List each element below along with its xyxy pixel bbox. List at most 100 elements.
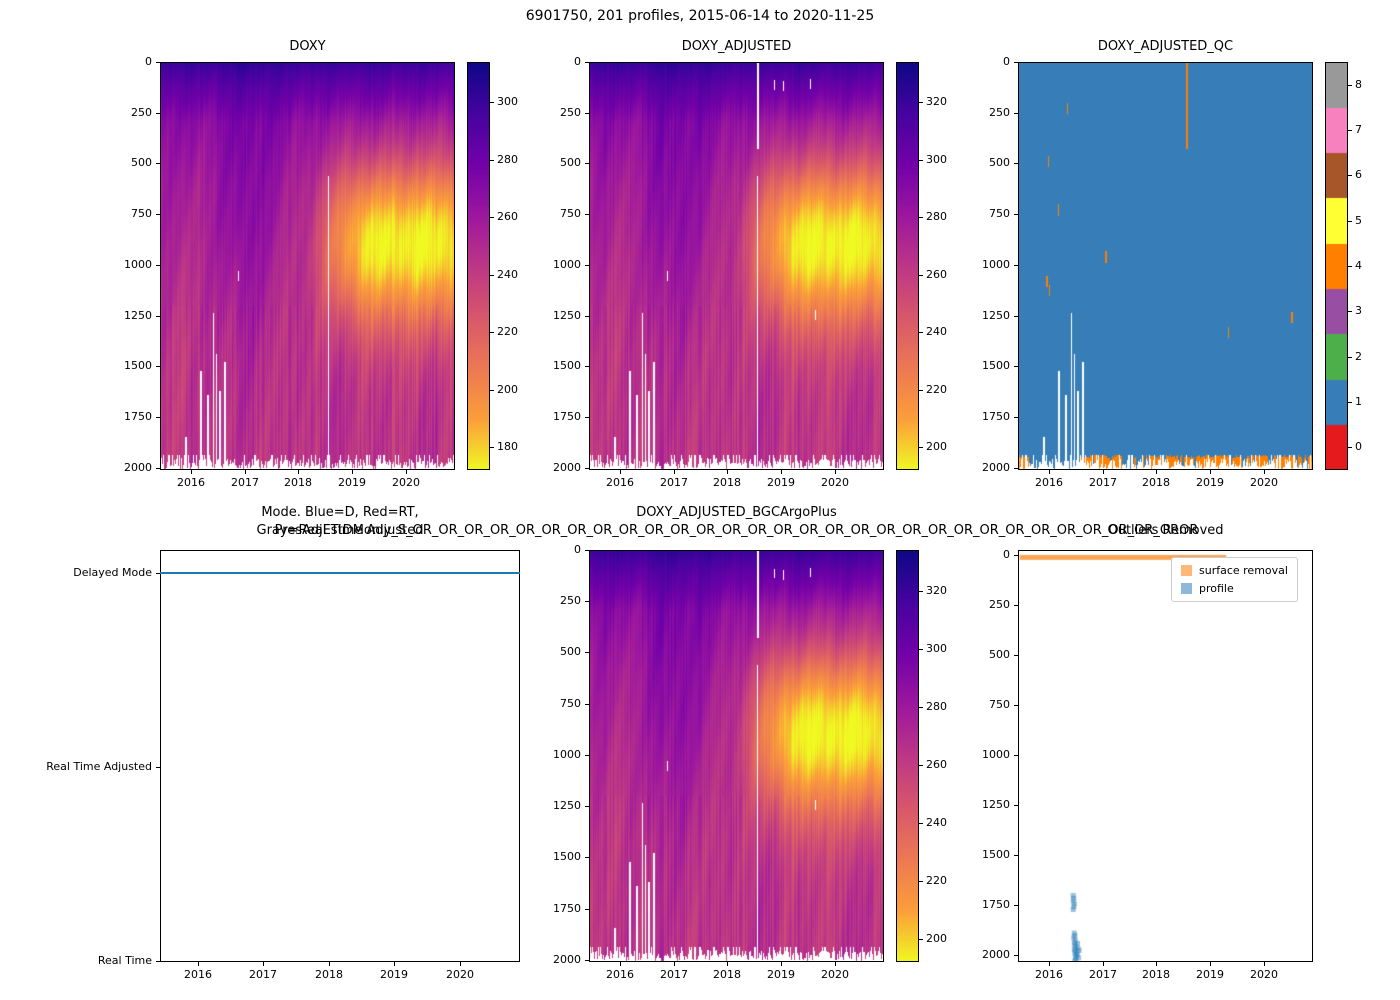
doxy-title: DOXY bbox=[289, 39, 326, 54]
colorbar-tick-label: 260 bbox=[497, 210, 518, 224]
colorbar-tick bbox=[919, 390, 923, 391]
x-tick-label: 2016 bbox=[606, 476, 634, 489]
y-tick-label: 1750 bbox=[982, 898, 1010, 911]
bgc-colorbar bbox=[896, 550, 919, 962]
x-tick-label: 2018 bbox=[1142, 968, 1170, 981]
y-tick-label: 1500 bbox=[982, 359, 1010, 373]
y-tick-label: 2000 bbox=[553, 460, 581, 474]
colorbar-tick-label: 7 bbox=[1355, 123, 1362, 136]
doxy-heatmap-canvas bbox=[160, 62, 455, 470]
y-tick-label: 2000 bbox=[553, 952, 581, 966]
y-tick-label: 500 bbox=[560, 156, 581, 170]
mode-axes-border bbox=[160, 550, 520, 962]
x-tick-label: 2020 bbox=[1250, 968, 1278, 981]
legend-row-surface-removal: surface removal bbox=[1181, 564, 1288, 577]
y-tick-label: 0 bbox=[1003, 548, 1010, 561]
colorbar-tick-label: 180 bbox=[497, 440, 518, 453]
y-tick-label: 500 bbox=[560, 645, 581, 659]
y-tick bbox=[1014, 62, 1018, 63]
colorbar-tick-label: 320 bbox=[926, 95, 947, 109]
colorbar-tick bbox=[1348, 402, 1352, 403]
y-tick-label: 1750 bbox=[553, 410, 581, 424]
y-tick bbox=[585, 550, 589, 551]
profile-marker bbox=[1181, 583, 1192, 594]
y-tick bbox=[156, 366, 160, 367]
colorbar-tick bbox=[919, 649, 923, 650]
mode-y-tick-label: Delayed Mode bbox=[73, 566, 152, 580]
x-tick-label: 2016 bbox=[177, 476, 205, 489]
colorbar-tick-label: 200 bbox=[926, 440, 947, 453]
y-tick bbox=[1014, 417, 1018, 418]
x-tick bbox=[620, 470, 621, 474]
y-tick-label: 1000 bbox=[553, 257, 581, 271]
y-tick bbox=[156, 961, 160, 962]
x-tick bbox=[1103, 470, 1104, 474]
figure-title: 6901750, 201 profiles, 2015-06-14 to 202… bbox=[525, 8, 875, 24]
y-tick bbox=[156, 573, 160, 574]
y-tick-label: 2000 bbox=[982, 948, 1010, 961]
colorbar-tick bbox=[490, 102, 494, 103]
outliers-title: Outliers Removed bbox=[1107, 523, 1224, 538]
y-tick-label: 250 bbox=[989, 105, 1010, 119]
colorbar-tick bbox=[919, 823, 923, 824]
x-tick-label: 2019 bbox=[338, 476, 366, 489]
outliers-scatter-canvas bbox=[1018, 550, 1313, 962]
x-tick bbox=[1264, 470, 1265, 474]
x-tick-label: 2016 bbox=[1035, 476, 1063, 489]
x-tick-label: 2019 bbox=[767, 476, 795, 489]
colorbar-tick-label: 6 bbox=[1355, 168, 1362, 182]
y-tick-label: 1500 bbox=[553, 359, 581, 373]
colorbar-tick-label: 240 bbox=[926, 815, 947, 829]
mode-line bbox=[160, 572, 520, 575]
y-tick-label: 2000 bbox=[124, 460, 152, 474]
x-tick bbox=[1264, 962, 1265, 966]
colorbar-tick bbox=[919, 332, 923, 333]
y-tick-label: 750 bbox=[560, 207, 581, 221]
x-tick bbox=[835, 962, 836, 966]
profile-label: profile bbox=[1199, 582, 1234, 595]
doxy-adjusted-title: DOXY_ADJUSTED bbox=[681, 39, 792, 54]
y-tick bbox=[1014, 905, 1018, 906]
x-tick bbox=[781, 962, 782, 966]
qc-colorbar bbox=[1325, 62, 1348, 470]
y-tick bbox=[585, 417, 589, 418]
y-tick bbox=[1014, 113, 1018, 114]
colorbar-tick-label: 220 bbox=[497, 325, 518, 339]
colorbar-tick bbox=[1348, 221, 1352, 222]
y-tick-label: 1000 bbox=[982, 748, 1010, 761]
y-tick bbox=[1014, 265, 1018, 266]
y-tick-label: 750 bbox=[560, 696, 581, 710]
x-tick bbox=[727, 470, 728, 474]
y-tick-label: 0 bbox=[145, 55, 152, 68]
x-tick-label: 2017 bbox=[249, 968, 277, 981]
colorbar-tick-label: 8 bbox=[1355, 77, 1362, 91]
surface-removal-label: surface removal bbox=[1199, 564, 1288, 577]
x-tick-label: 2020 bbox=[446, 968, 474, 981]
x-tick-label: 2017 bbox=[660, 968, 688, 981]
colorbar-tick bbox=[919, 275, 923, 276]
x-tick bbox=[406, 470, 407, 474]
y-tick-label: 500 bbox=[131, 156, 152, 170]
x-tick-label: 2017 bbox=[1089, 968, 1117, 981]
y-tick bbox=[585, 468, 589, 469]
x-tick-label: 2017 bbox=[1089, 476, 1117, 489]
y-tick-label: 1750 bbox=[553, 901, 581, 915]
mode-title-line2: Gray=Real Time Adjusted bbox=[256, 523, 424, 538]
y-tick bbox=[1014, 755, 1018, 756]
y-tick bbox=[156, 113, 160, 114]
y-tick-label: 250 bbox=[560, 105, 581, 119]
y-tick bbox=[1014, 214, 1018, 215]
x-tick-label: 2017 bbox=[231, 476, 259, 489]
x-tick bbox=[727, 962, 728, 966]
colorbar-tick bbox=[919, 160, 923, 161]
y-tick-label: 250 bbox=[131, 105, 152, 119]
y-tick bbox=[1014, 705, 1018, 706]
x-tick-label: 2016 bbox=[1035, 968, 1063, 981]
x-tick bbox=[620, 962, 621, 966]
x-tick-label: 2019 bbox=[1196, 968, 1224, 981]
y-tick bbox=[1014, 805, 1018, 806]
x-tick bbox=[674, 470, 675, 474]
colorbar-tick bbox=[919, 102, 923, 103]
y-tick bbox=[1014, 366, 1018, 367]
